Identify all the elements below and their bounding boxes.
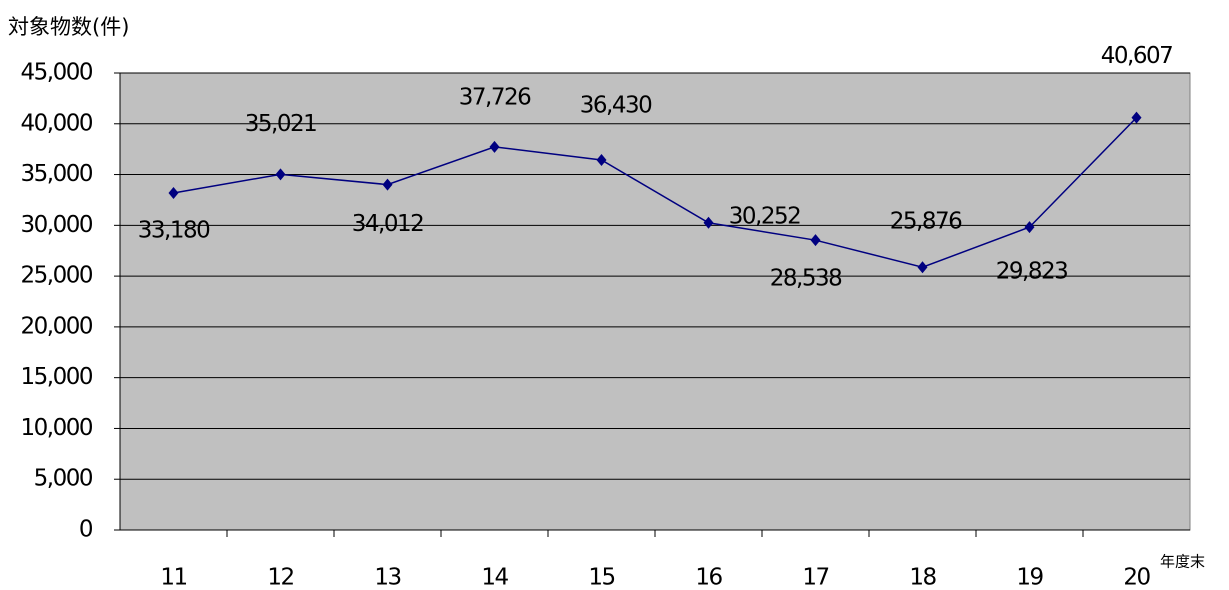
plot-area xyxy=(119,72,1191,531)
marker xyxy=(810,234,821,247)
x-tick-label: 19 xyxy=(1016,565,1043,590)
x-axis-title: 年度末 xyxy=(1160,553,1205,571)
marker xyxy=(1131,111,1142,124)
data-label: 29,823 xyxy=(996,259,1067,285)
y-tick-label: 0 xyxy=(79,517,93,543)
x-tick-label: 17 xyxy=(802,565,828,590)
marker xyxy=(489,140,500,153)
x-tick-label: 18 xyxy=(909,565,936,590)
data-label: 35,021 xyxy=(245,111,316,137)
y-tick-label: 10,000 xyxy=(21,415,93,441)
marker xyxy=(382,178,393,191)
line xyxy=(173,117,1138,268)
data-label: 33,180 xyxy=(138,218,210,244)
y-tick-label: 15,000 xyxy=(21,364,93,390)
x-tick-label: 11 xyxy=(160,565,186,590)
y-tick-label: 20,000 xyxy=(21,313,93,339)
x-tick-label: 20 xyxy=(1123,565,1150,590)
x-tick-label: 15 xyxy=(588,565,614,590)
marker xyxy=(275,168,286,181)
x-tick-label: 16 xyxy=(695,565,722,590)
marker xyxy=(1024,221,1035,234)
data-label: 40,607 xyxy=(1101,43,1172,69)
y-tick-label: 30,000 xyxy=(21,212,93,238)
data-label: 28,538 xyxy=(770,266,842,292)
x-tick-label: 14 xyxy=(481,565,508,590)
y-tick-label: 45,000 xyxy=(21,60,93,86)
data-label: 37,726 xyxy=(459,84,531,110)
data-label: 36,430 xyxy=(580,93,652,119)
y-tick-label: 25,000 xyxy=(21,263,93,289)
y-tick-label: 5,000 xyxy=(34,466,93,492)
marker xyxy=(917,261,928,274)
data-label: 30,252 xyxy=(729,203,800,229)
y-tick-label: 35,000 xyxy=(21,161,93,187)
x-tick-label: 13 xyxy=(374,565,400,590)
data-label: 25,876 xyxy=(890,209,962,235)
y-tick-label: 40,000 xyxy=(21,110,93,136)
marker xyxy=(168,187,179,200)
data-label: 34,012 xyxy=(352,211,423,237)
marker xyxy=(596,154,607,167)
x-tick-label: 12 xyxy=(267,565,293,590)
y-axis-title: 対象物数(件) xyxy=(8,15,129,39)
marker xyxy=(703,216,714,229)
